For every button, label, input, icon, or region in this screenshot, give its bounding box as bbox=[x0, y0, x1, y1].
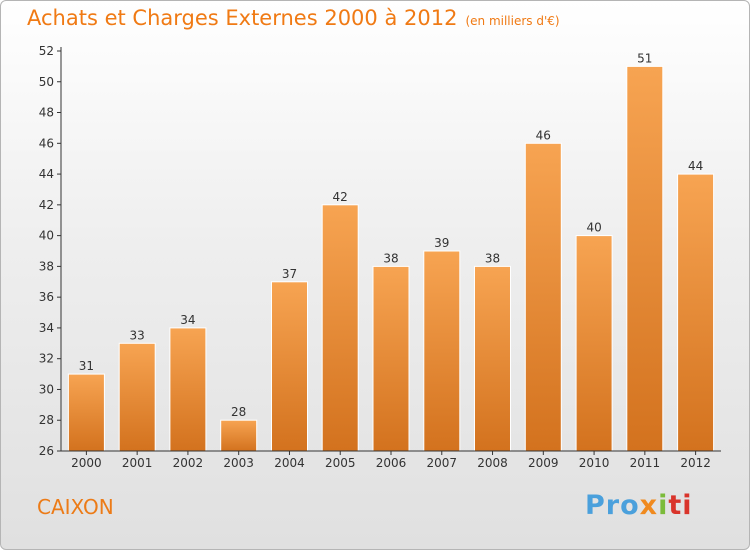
x-tick-label-2008: 2008 bbox=[477, 456, 508, 470]
x-tick-label-2009: 2009 bbox=[528, 456, 559, 470]
bar-2011 bbox=[626, 65, 664, 452]
data-label-2006: 38 bbox=[383, 251, 398, 265]
bar-2010 bbox=[575, 235, 613, 452]
data-label-2007: 39 bbox=[434, 236, 449, 250]
y-tick-label-26: 26 bbox=[39, 444, 54, 458]
data-label-2010: 40 bbox=[586, 221, 601, 235]
x-tick-label-2005: 2005 bbox=[325, 456, 356, 470]
bar-2012 bbox=[677, 173, 715, 452]
commune-name: CAIXON bbox=[37, 495, 114, 519]
proxiti-logo: Proxiti bbox=[585, 490, 693, 521]
y-tick-label-32: 32 bbox=[39, 352, 54, 366]
bar-2005 bbox=[321, 204, 359, 452]
y-tick-label-34: 34 bbox=[39, 321, 54, 335]
x-tick-label-2007: 2007 bbox=[426, 456, 457, 470]
data-label-2004: 37 bbox=[282, 267, 297, 281]
y-tick-label-36: 36 bbox=[39, 290, 54, 304]
y-tick-label-52: 52 bbox=[39, 44, 54, 58]
data-label-2001: 33 bbox=[130, 328, 145, 342]
axes-layer: 26 28 30 32 34 36 38 40 42 44 46 48 50 52 2000 2001 2002… bbox=[39, 44, 721, 470]
bar-2003 bbox=[220, 419, 258, 452]
data-label-2012: 44 bbox=[688, 159, 703, 173]
y-tick-label-46: 46 bbox=[39, 136, 54, 150]
bar-2007 bbox=[423, 250, 461, 452]
x-tick-label-2012: 2012 bbox=[680, 456, 711, 470]
logo-part-4: ti bbox=[668, 490, 693, 521]
data-label-2002: 34 bbox=[180, 313, 195, 327]
y-tick-label-42: 42 bbox=[39, 198, 54, 212]
x-tick-label-2006: 2006 bbox=[376, 456, 407, 470]
data-label-2009: 46 bbox=[536, 128, 551, 142]
x-tick-label-2003: 2003 bbox=[223, 456, 254, 470]
chart-title: Achats et Charges Externes 2000 à 2012 bbox=[27, 6, 458, 30]
x-tick-label-2002: 2002 bbox=[173, 456, 204, 470]
chart-title-block: Achats et Charges Externes 2000 à 2012 (e… bbox=[27, 6, 560, 30]
bar-2006 bbox=[372, 265, 410, 452]
data-label-2011: 51 bbox=[637, 51, 652, 65]
chart-unit: (en milliers d'€) bbox=[465, 14, 560, 28]
y-tick-label-44: 44 bbox=[39, 167, 54, 181]
x-tick-label-2010: 2010 bbox=[579, 456, 610, 470]
bar-2009 bbox=[524, 142, 562, 452]
bar-2008 bbox=[474, 265, 511, 452]
y-tick-label-50: 50 bbox=[39, 75, 54, 89]
data-label-2008: 38 bbox=[485, 251, 500, 265]
logo-part-3: i bbox=[658, 490, 669, 521]
x-tick-label-2011: 2011 bbox=[630, 456, 661, 470]
bar-2002 bbox=[169, 327, 207, 452]
data-label-2005: 42 bbox=[333, 190, 348, 204]
bar-2001 bbox=[118, 342, 156, 452]
data-label-2003: 28 bbox=[231, 405, 246, 419]
x-tick-label-2001: 2001 bbox=[122, 456, 153, 470]
data-label-2000: 31 bbox=[79, 359, 94, 373]
y-tick-label-48: 48 bbox=[39, 106, 54, 120]
logo-part-1: Pro bbox=[585, 490, 640, 521]
y-tick-label-40: 40 bbox=[39, 229, 54, 243]
y-tick-label-30: 30 bbox=[39, 382, 54, 396]
y-tick-label-28: 28 bbox=[39, 413, 54, 427]
y-tick-label-38: 38 bbox=[39, 259, 54, 273]
bar-2000 bbox=[67, 373, 105, 452]
x-tick-label-2004: 2004 bbox=[274, 456, 305, 470]
bar-2004 bbox=[271, 281, 308, 452]
logo-part-2: x bbox=[639, 490, 659, 521]
bars-layer: 31 33 34 28 37 42 38 39 38 46 40 51 44 bbox=[67, 51, 715, 452]
x-tick-label-2000: 2000 bbox=[71, 456, 102, 470]
